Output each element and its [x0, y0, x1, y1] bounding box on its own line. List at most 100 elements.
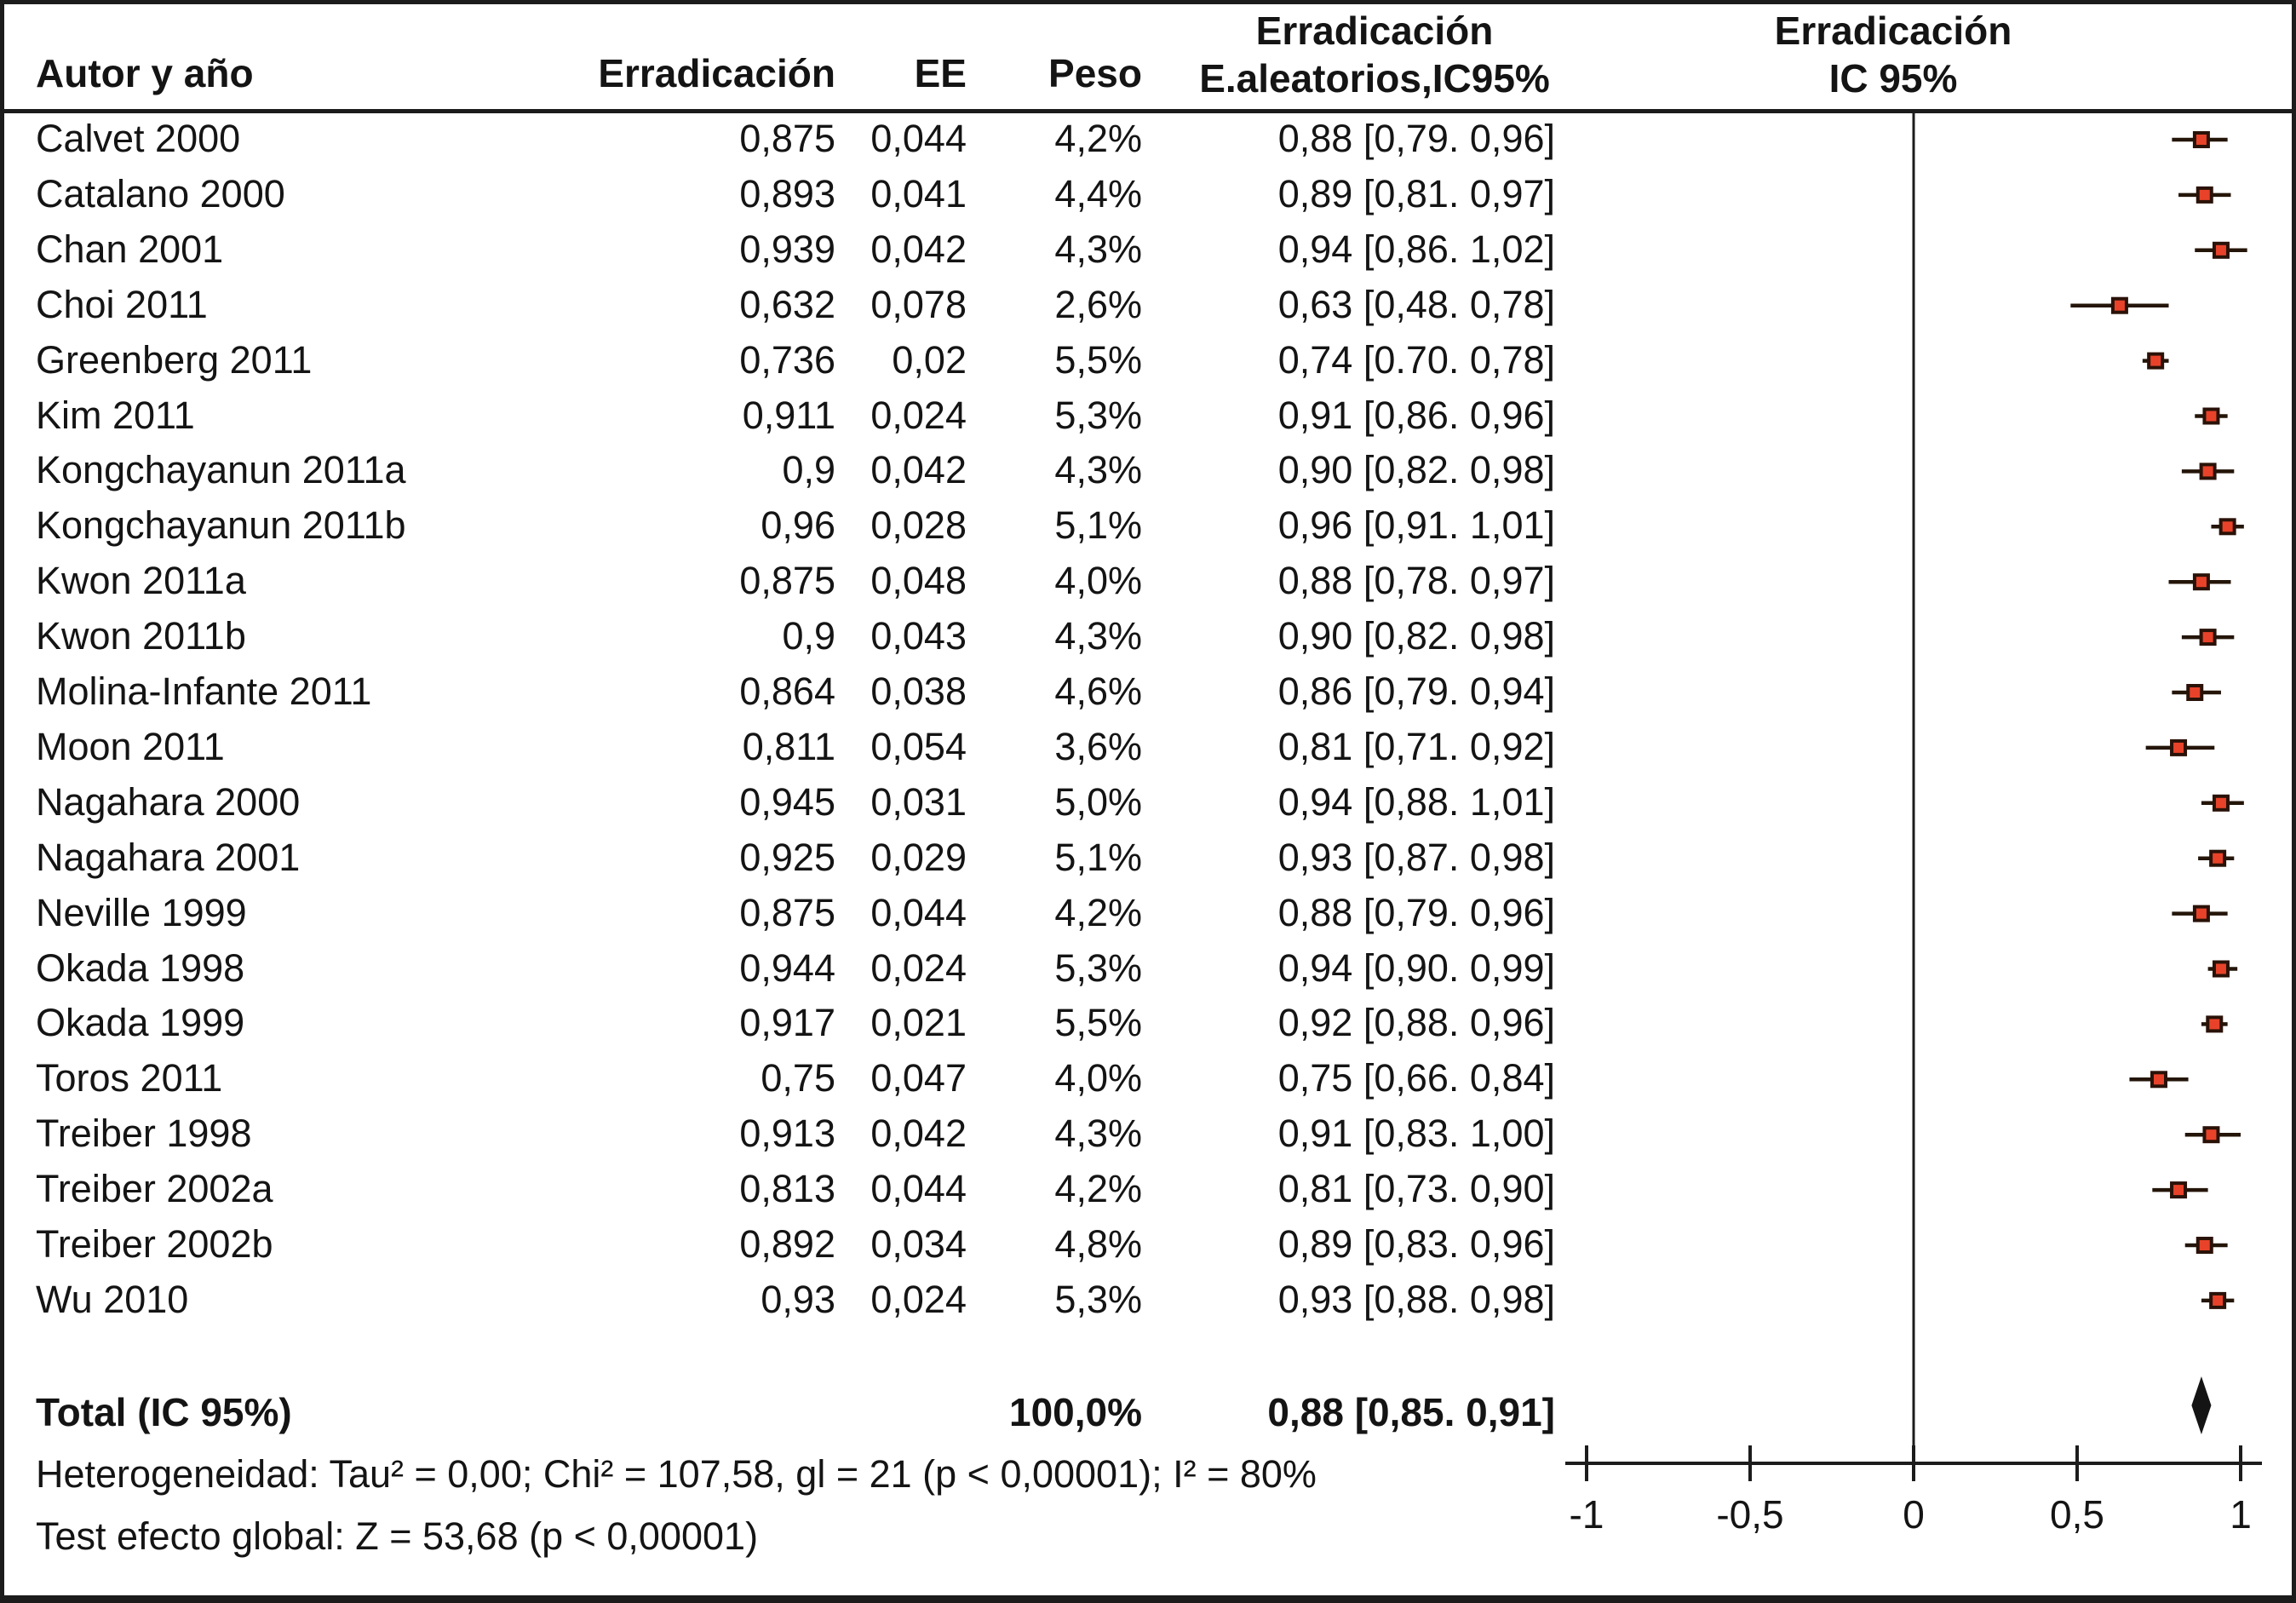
study-ee: 0,031: [870, 779, 967, 824]
study-author: Toros 2011: [36, 1056, 223, 1100]
effect-marker: [2209, 849, 2227, 867]
study-weight: 4,3%: [1054, 614, 1142, 658]
table-row: Neville 1999 0,875 0,044 4,2% 0,88 [0,79. 0,…: [0, 886, 2296, 941]
study-eradication: 0,945: [739, 779, 835, 824]
study-ee: 0,047: [870, 1056, 967, 1100]
study-eradication: 0,96: [761, 503, 835, 548]
effect-marker: [2170, 1181, 2188, 1199]
study-author: Moon 2011: [36, 724, 225, 768]
study-eradication: 0,864: [739, 669, 835, 713]
table-row: Moon 2011 0,811 0,054 3,6% 0,81 [0,71. 0,92]: [0, 720, 2296, 775]
study-author: Chan 2001: [36, 227, 224, 271]
col-header-ee: EE: [914, 51, 967, 95]
study-author: Greenberg 2011: [36, 337, 313, 382]
study-weight: 4,2%: [1054, 117, 1142, 160]
study-eradication: 0,875: [739, 117, 835, 160]
plot-header-ci-line1: Erradicación: [1774, 9, 2012, 53]
study-ee: 0,021: [870, 1001, 967, 1045]
study-ee: 0,024: [870, 945, 967, 990]
col-header-weight: Peso: [1048, 51, 1142, 95]
study-eradication: 0,813: [739, 1167, 835, 1211]
study-ci: 0,88 [0,78. 0,97]: [1277, 559, 1555, 603]
effect-marker: [2170, 738, 2188, 756]
effect-marker: [2212, 241, 2230, 259]
effect-marker: [2219, 518, 2236, 536]
effect-marker: [2196, 186, 2213, 204]
col-header-random-effects-ci-line2: E.aleatorios,IC95%: [1199, 56, 1550, 101]
study-ci: 0,94 [0,86. 1,02]: [1277, 227, 1555, 271]
study-eradication: 0,944: [739, 945, 835, 990]
effect-marker: [2212, 960, 2230, 978]
table-row: Molina-Infante 2011 0,864 0,038 4,6% 0,86 [0…: [0, 664, 2296, 720]
study-ci: 0,88 [0,79. 0,96]: [1277, 890, 1555, 934]
study-eradication: 0,875: [739, 559, 835, 603]
study-weight: 4,3%: [1054, 227, 1142, 271]
study-ci: 0,96 [0,91. 1,01]: [1277, 503, 1555, 548]
study-weight: 4,4%: [1054, 171, 1142, 215]
study-author: Treiber 1998: [36, 1112, 252, 1156]
study-weight: 4,8%: [1054, 1222, 1142, 1266]
effect-marker: [2192, 905, 2210, 922]
effect-marker: [2199, 629, 2217, 646]
header-divider: [0, 109, 2296, 113]
study-eradication: 0,913: [739, 1112, 835, 1156]
study-ee: 0,028: [870, 503, 967, 548]
effect-marker: [2192, 573, 2210, 591]
study-ee: 0,044: [870, 1167, 967, 1211]
study-ee: 0,043: [870, 614, 967, 658]
study-author: Treiber 2002a: [36, 1167, 273, 1211]
study-ci: 0,94 [0,88. 1,01]: [1277, 779, 1555, 824]
axis-tick-label: 1: [2230, 1492, 2252, 1537]
study-author: Molina-Infante 2011: [36, 669, 372, 713]
table-row: Catalano 2000 0,893 0,041 4,4% 0,89 [0,81. 0…: [0, 167, 2296, 222]
study-author: Catalano 2000: [36, 171, 285, 215]
study-weight: 5,3%: [1054, 945, 1142, 990]
study-eradication: 0,93: [761, 1277, 835, 1321]
table-row: Calvet 2000 0,875 0,044 4,2% 0,88 [0,79. 0,9…: [0, 112, 2296, 167]
total-weight: 100,0%: [1008, 1390, 1142, 1434]
study-ee: 0,042: [870, 1112, 967, 1156]
study-ci: 0,74 [0.70. 0,78]: [1277, 337, 1555, 382]
effect-marker: [2192, 131, 2210, 148]
study-weight: 5,3%: [1054, 1277, 1142, 1321]
study-ee: 0,042: [870, 227, 967, 271]
study-ci: 0,94 [0,90. 0,99]: [1277, 945, 1555, 990]
study-ci: 0,90 [0,82. 0,98]: [1277, 448, 1555, 492]
study-weight: 5,3%: [1054, 393, 1142, 437]
effect-marker: [2150, 1071, 2167, 1089]
study-ee: 0,024: [870, 393, 967, 437]
study-author: Nagahara 2000: [36, 779, 301, 824]
table-row: Nagahara 2001 0,925 0,029 5,1% 0,93 [0,87. 0…: [0, 830, 2296, 886]
table-row: Choi 2011 0,632 0,078 2,6% 0,63 [0,48. 0,78]: [0, 278, 2296, 333]
study-eradication: 0,811: [742, 724, 835, 768]
study-weight: 5,0%: [1054, 779, 1142, 824]
effect-marker: [2199, 463, 2217, 480]
study-weight: 5,5%: [1054, 1001, 1142, 1045]
study-author: Kongchayanun 2011a: [36, 448, 406, 492]
study-ci: 0,91 [0,86. 0,96]: [1277, 393, 1555, 437]
effect-marker: [2186, 684, 2204, 701]
effect-marker: [2196, 1237, 2213, 1254]
study-ci: 0,89 [0,81. 0,97]: [1277, 171, 1555, 215]
study-ci: 0,63 [0,48. 0,78]: [1277, 282, 1555, 326]
study-ci: 0,93 [0,88. 0,98]: [1277, 1277, 1555, 1321]
plot-header-ci: Erradicación IC 95%: [1661, 7, 2126, 102]
study-ee: 0,044: [870, 117, 967, 160]
study-eradication: 0,925: [739, 835, 835, 879]
study-author: Wu 2010: [36, 1277, 189, 1321]
study-author: Okada 1998: [36, 945, 245, 990]
study-ci: 0,81 [0,71. 0,92]: [1277, 724, 1555, 768]
study-ci: 0,91 [0,83. 1,00]: [1277, 1112, 1555, 1156]
study-ci: 0,93 [0,87. 0,98]: [1277, 835, 1555, 879]
col-header-author: Autor y año: [36, 51, 254, 95]
study-ee: 0,044: [870, 890, 967, 934]
heterogeneity-note: Heterogeneidad: Tau² = 0,00; Chi² = 107,…: [36, 1452, 1317, 1496]
effect-marker: [2206, 1015, 2224, 1033]
table-row: Kongchayanun 2011a 0,9 0,042 4,3% 0,90 [0,82…: [0, 443, 2296, 498]
study-ee: 0,041: [870, 171, 967, 215]
study-weight: 4,3%: [1054, 1112, 1142, 1156]
study-ci: 0,81 [0,73. 0,90]: [1277, 1167, 1555, 1211]
study-ee: 0,029: [870, 835, 967, 879]
